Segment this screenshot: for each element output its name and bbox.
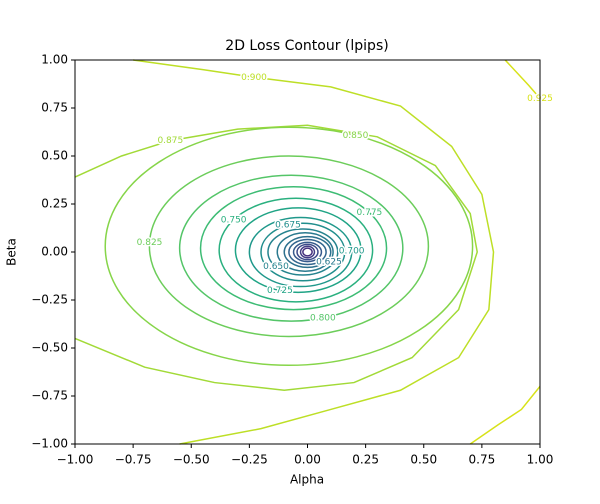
contour-line <box>276 232 334 272</box>
contour-line <box>299 245 316 259</box>
contour-line <box>292 241 323 263</box>
contour-label: 0.800 <box>310 314 336 324</box>
contour-label: 0.875 <box>157 136 183 146</box>
y-tick-label: 1.00 <box>41 53 68 67</box>
x-tick-label: 0.75 <box>469 453 496 467</box>
contour-label: 0.625 <box>316 258 342 268</box>
y-tick-label: −0.25 <box>31 293 68 307</box>
y-tick-label: −0.75 <box>31 389 68 403</box>
x-tick-label: −0.50 <box>173 453 210 467</box>
contour-line <box>148 155 430 338</box>
contour-line <box>218 197 374 303</box>
x-tick-label: 1.00 <box>527 453 554 467</box>
y-tick-label: −1.00 <box>31 437 68 451</box>
contour-label: 0.825 <box>137 238 163 248</box>
plot-frame <box>74 59 541 445</box>
y-tick-label: −0.50 <box>31 341 68 355</box>
x-axis-label: Alpha <box>290 473 324 487</box>
x-tick-label: −0.75 <box>115 453 152 467</box>
contour-label: 0.850 <box>343 131 369 141</box>
contour-label: 0.900 <box>241 73 267 83</box>
contour-line <box>302 247 313 257</box>
contour-line <box>104 126 474 367</box>
contour-line <box>133 59 495 445</box>
y-tick-label: 0.25 <box>41 197 68 211</box>
contour-label: 0.675 <box>275 221 301 231</box>
x-tick-label: 0.00 <box>294 453 321 467</box>
contour-line <box>199 185 388 311</box>
x-tick-label: 0.25 <box>352 453 379 467</box>
contour-line <box>248 216 353 288</box>
contour-label: 0.750 <box>221 215 247 225</box>
x-tick-label: −0.25 <box>231 453 268 467</box>
chart-title: 2D Loss Contour (lpips) <box>225 38 388 54</box>
x-tick-label: 0.50 <box>410 453 437 467</box>
contour-line <box>267 228 339 276</box>
contour-line <box>283 235 332 269</box>
y-tick-label: 0.50 <box>41 149 68 163</box>
y-tick-label: 0.75 <box>41 101 68 115</box>
contour-line <box>234 207 362 294</box>
x-tick-label: −1.00 <box>57 453 94 467</box>
contour-line <box>74 124 478 391</box>
contour-label: 0.725 <box>267 286 293 296</box>
contour-label: 0.700 <box>339 246 365 256</box>
contour-line <box>288 238 327 266</box>
y-tick-label: 0.00 <box>41 245 68 259</box>
contour-line <box>178 174 404 322</box>
contour-label: 0.775 <box>357 208 383 218</box>
y-axis-label: Beta <box>5 238 19 266</box>
contour-line <box>296 243 319 261</box>
contour-label: 0.650 <box>263 262 289 272</box>
contour-line <box>260 222 346 282</box>
contour-line <box>469 59 541 445</box>
